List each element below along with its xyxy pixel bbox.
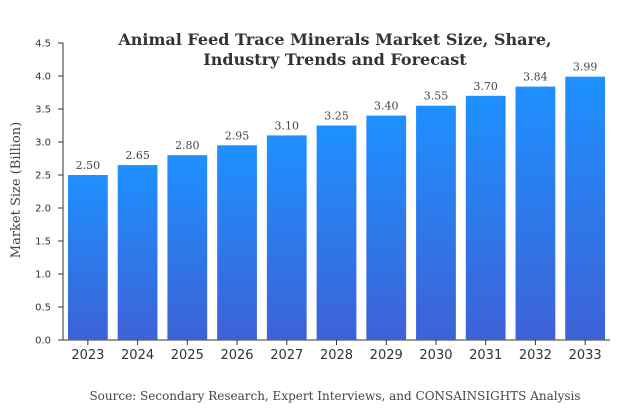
x-tick-label-2029: 2029 — [370, 348, 403, 363]
y-tick-label: 3.0 — [35, 138, 51, 149]
bar-2030 — [416, 105, 456, 340]
bar-2029 — [366, 115, 407, 340]
x-tick-label-2023: 2023 — [71, 348, 104, 363]
bar-2032 — [515, 86, 556, 340]
bar-2028 — [316, 125, 357, 340]
y-tick-label: 4.5 — [35, 39, 51, 50]
data-label-2024: 2.65 — [125, 149, 150, 162]
y-tick-label: 0.0 — [35, 336, 51, 347]
chart-title-line-1: Animal Feed Trace Minerals Market Size, … — [117, 30, 551, 49]
y-axis: 0.0 0.5 1.0 1.5 2.0 2.5 3.0 3.5 4.0 4.5 — [35, 39, 64, 347]
bar-2023 — [67, 175, 108, 340]
y-axis-label: Market Size (Billion) — [9, 122, 24, 258]
y-tick-label: 2.0 — [35, 204, 51, 215]
x-tick-label-2025: 2025 — [171, 348, 204, 363]
y-tick-label: 0.5 — [35, 303, 51, 314]
chart-title-line-2: Industry Trends and Forecast — [203, 50, 467, 69]
bar-2026 — [217, 145, 257, 340]
data-label-2030: 3.55 — [424, 90, 449, 103]
y-tick-label: 2.5 — [35, 171, 51, 182]
x-tick-label-2024: 2024 — [121, 348, 154, 363]
bars-group — [67, 76, 606, 340]
y-tick-label: 1.5 — [35, 237, 51, 248]
x-tick-label-2031: 2031 — [469, 348, 502, 363]
y-tick-label: 4.0 — [35, 72, 51, 83]
bar-2033 — [565, 76, 606, 340]
x-tick-label-2028: 2028 — [320, 348, 353, 363]
x-tick-label-2032: 2032 — [519, 348, 552, 363]
x-tick-label-2026: 2026 — [220, 348, 253, 363]
bar-2025 — [167, 155, 208, 340]
source-note: Source: Secondary Research, Expert Inter… — [89, 389, 580, 403]
data-label-2028: 3.25 — [324, 110, 349, 123]
data-labels-group: 2.50 2.65 2.80 2.95 3.10 3.25 3.40 3.55 3.70 3.84… — [76, 61, 598, 172]
data-label-2029: 3.40 — [374, 100, 399, 113]
bar-2031 — [465, 95, 506, 340]
bar-2024 — [117, 165, 158, 340]
data-label-2032: 3.84 — [523, 71, 548, 84]
x-axis: 2023 2024 2025 2026 2027 2028 2029 2030 2031 2032… — [63, 339, 610, 363]
data-label-2026: 2.95 — [225, 129, 250, 142]
bar-2027 — [266, 135, 307, 340]
data-label-2023: 2.50 — [76, 159, 101, 172]
x-tick-label-2027: 2027 — [270, 348, 303, 363]
x-tick-label-2033: 2033 — [569, 348, 602, 363]
data-label-2033: 3.99 — [573, 61, 598, 74]
data-label-2031: 3.70 — [473, 80, 498, 93]
data-label-2025: 2.80 — [175, 139, 200, 152]
data-label-2027: 3.10 — [275, 119, 300, 132]
y-tick-label: 1.0 — [35, 270, 51, 281]
x-tick-label-2030: 2030 — [419, 348, 452, 363]
y-tick-label: 3.5 — [35, 105, 51, 116]
